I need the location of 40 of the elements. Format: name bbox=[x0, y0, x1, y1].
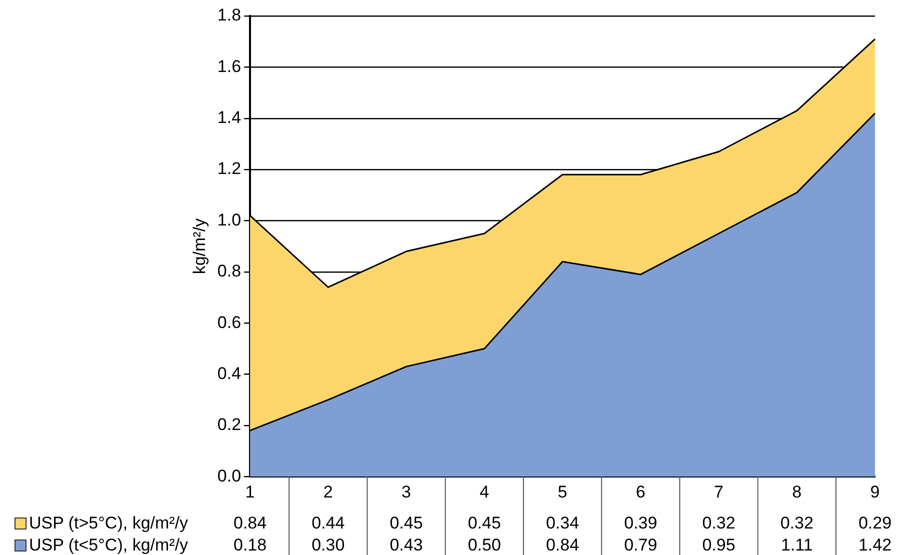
data-label: 0.84 bbox=[233, 514, 267, 533]
data-label: 0.30 bbox=[312, 536, 345, 555]
y-tick-label: 0.8 bbox=[217, 262, 242, 281]
data-label: 1.11 bbox=[780, 536, 813, 555]
x-tick-label: 5 bbox=[558, 482, 568, 502]
y-tick-label: 1.4 bbox=[217, 108, 242, 128]
data-label: 0.18 bbox=[233, 536, 267, 555]
data-label: 0.45 bbox=[468, 514, 501, 533]
data-label: 0.84 bbox=[546, 536, 580, 555]
legend-label: USP (t<5°C), kg/m²/y bbox=[29, 536, 189, 555]
y-tick-label: 1.6 bbox=[217, 56, 242, 76]
data-label: 0.32 bbox=[780, 514, 814, 533]
data-label: 0.45 bbox=[390, 514, 423, 533]
data-label: 0.29 bbox=[858, 514, 892, 533]
x-tick-label: 6 bbox=[636, 482, 646, 502]
y-tick-label: 1.2 bbox=[217, 159, 242, 178]
y-tick-label: 0.6 bbox=[217, 312, 242, 332]
x-tick-label: 4 bbox=[480, 482, 490, 502]
data-label: 0.39 bbox=[624, 514, 658, 533]
data-label: 0.50 bbox=[468, 536, 501, 555]
y-tick-label: 1.8 bbox=[217, 6, 242, 25]
data-label: 0.34 bbox=[546, 514, 580, 533]
y-tick-label: 1.0 bbox=[217, 210, 242, 230]
data-label: 0.95 bbox=[702, 536, 736, 555]
data-label: 0.32 bbox=[702, 514, 736, 533]
data-label: 0.44 bbox=[312, 514, 345, 533]
y-tick-label: 0.2 bbox=[217, 415, 242, 434]
data-label: 0.43 bbox=[390, 536, 423, 555]
y-tick-label: 0.0 bbox=[217, 466, 242, 486]
x-tick-label: 9 bbox=[870, 482, 880, 502]
x-tick-label: 1 bbox=[245, 482, 255, 502]
y-tick-label: 0.4 bbox=[217, 364, 242, 383]
x-tick-label: 8 bbox=[792, 482, 802, 502]
x-tick-label: 7 bbox=[714, 482, 724, 502]
data-label: 1.42 bbox=[858, 536, 892, 555]
data-label: 0.79 bbox=[624, 536, 658, 555]
y-axis-title: kg/m²/y bbox=[190, 218, 209, 274]
x-tick-label: 2 bbox=[323, 482, 333, 502]
x-tick-label: 3 bbox=[402, 482, 412, 502]
legend-label: USP (t>5°C), kg/m²/y bbox=[29, 514, 189, 533]
